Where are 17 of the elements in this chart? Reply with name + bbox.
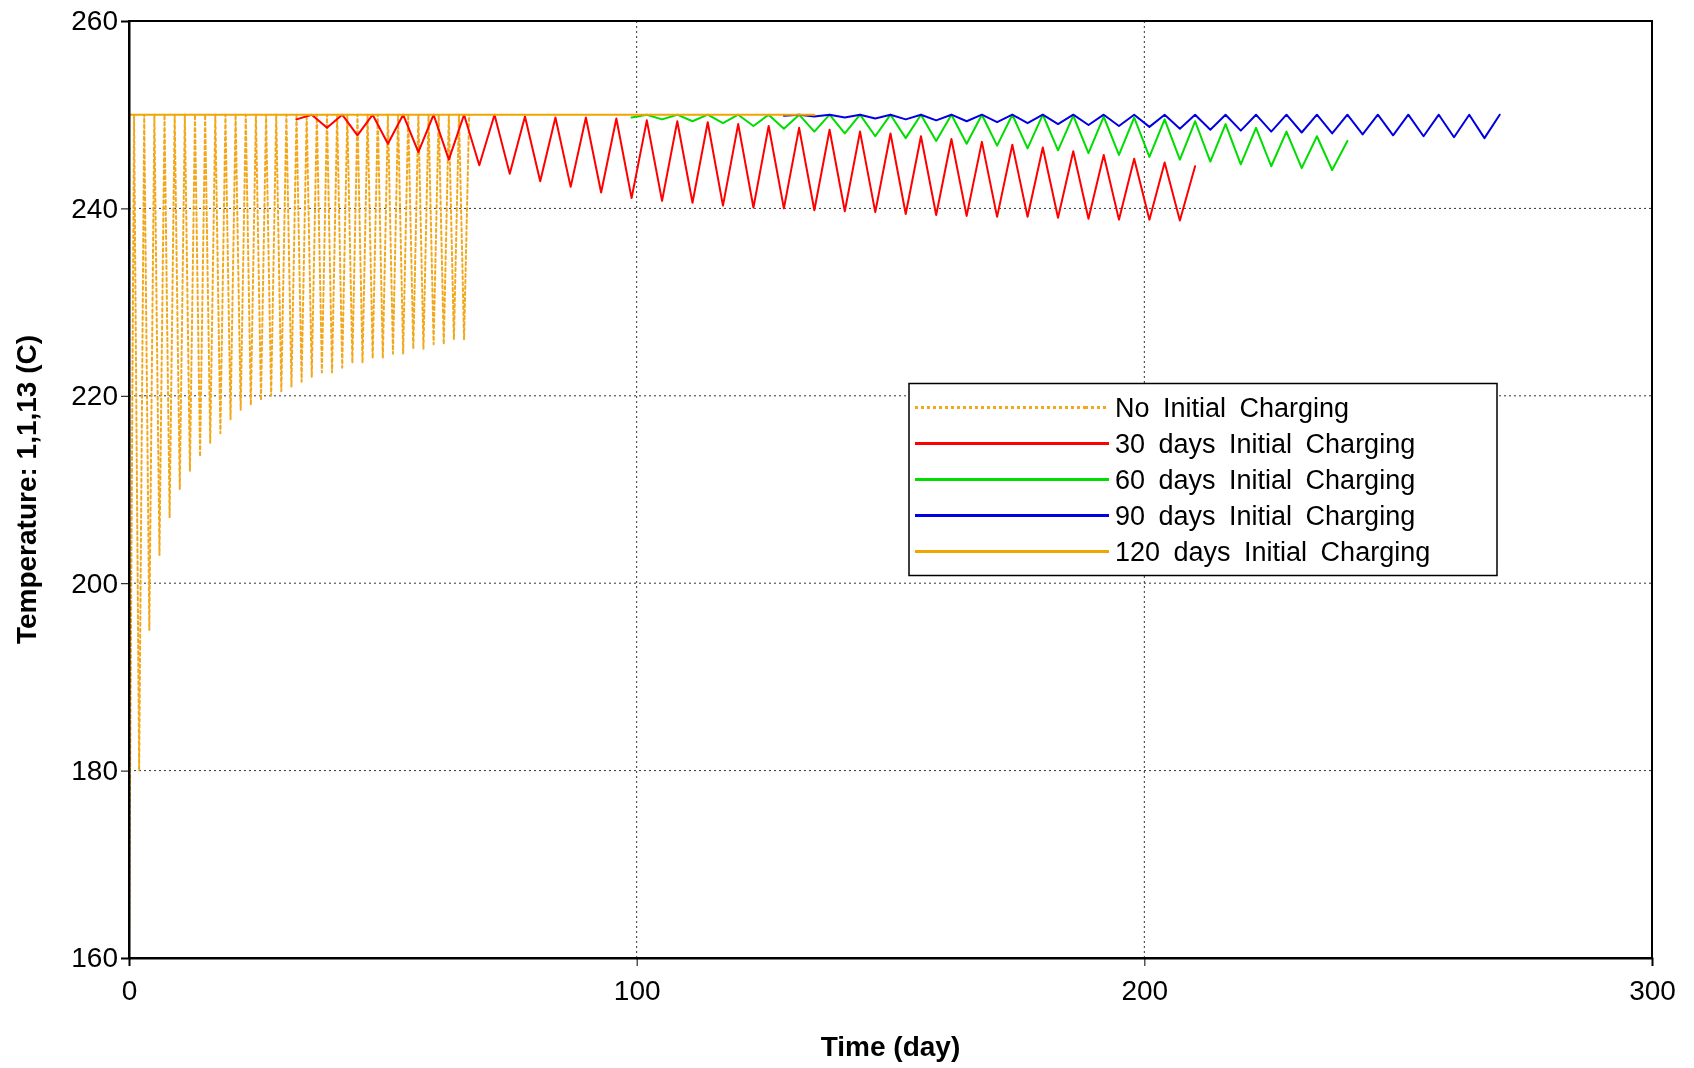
y-tick-label: 220 xyxy=(71,380,118,412)
x-axis-title: Time (day) xyxy=(820,1031,961,1062)
legend-label: 90 days Initial Charging xyxy=(1115,500,1416,531)
x-tick-label: 200 xyxy=(1121,974,1169,1006)
legend-label: 30 days Initial Charging xyxy=(1115,428,1416,459)
x-tick-label: 300 xyxy=(1629,974,1676,1006)
legend-label: 60 days Initial Charging xyxy=(1115,464,1416,495)
legend-label: No Initial Charging xyxy=(1115,392,1350,423)
y-tick-label: 260 xyxy=(71,5,118,37)
y-tick-label: 180 xyxy=(71,755,118,787)
y-axis-title: Temperature: 1,1,13 (C) xyxy=(11,334,42,645)
x-tick-label: 100 xyxy=(613,974,661,1006)
y-tick-label: 240 xyxy=(71,192,118,224)
x-tick-label: 0 xyxy=(121,974,138,1006)
legend-label: 120 days Initial Charging xyxy=(1115,536,1431,567)
y-tick-label: 200 xyxy=(71,567,118,599)
y-tick-label: 160 xyxy=(71,942,118,974)
